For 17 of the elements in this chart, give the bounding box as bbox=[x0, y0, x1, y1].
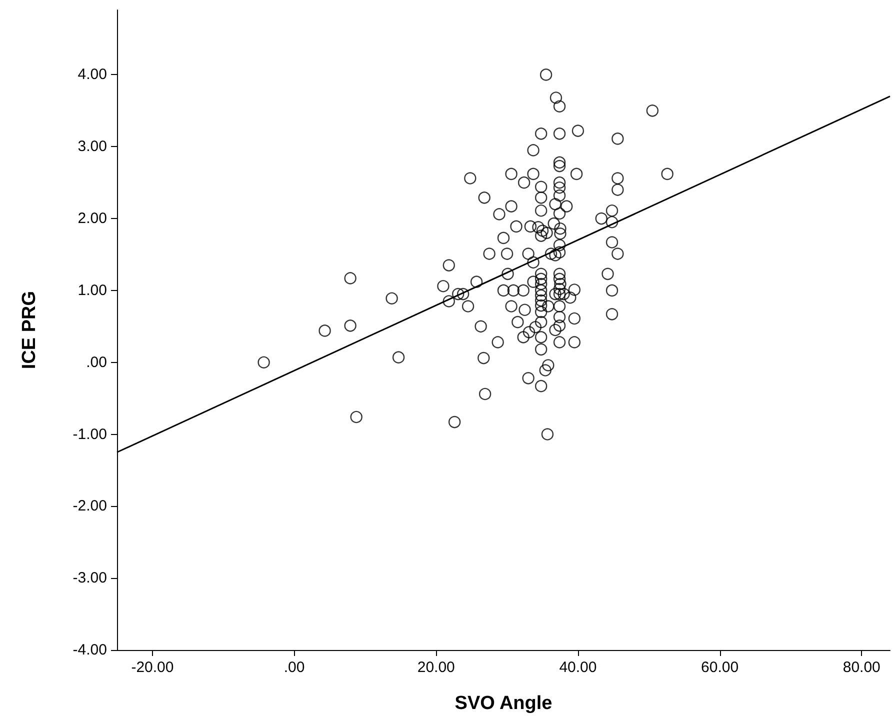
y-tick-label: 4.00 bbox=[78, 66, 107, 84]
x-tick-label: 60.00 bbox=[701, 659, 739, 676]
y-tick-label: 1.00 bbox=[78, 282, 107, 299]
x-tick-label: 80.00 bbox=[842, 659, 880, 676]
y-tick-label: -1.00 bbox=[72, 426, 107, 443]
x-tick-label: 40.00 bbox=[559, 659, 597, 676]
y-tick-label: .00 bbox=[86, 354, 107, 371]
y-tick-label: 3.00 bbox=[78, 138, 107, 156]
x-tick-label: 20.00 bbox=[417, 659, 455, 676]
x-axis-title: SVO Angle bbox=[454, 693, 552, 714]
y-tick-label: -3.00 bbox=[72, 570, 107, 587]
y-tick-label: -4.00 bbox=[72, 642, 107, 658]
x-tick-label: -20.00 bbox=[131, 659, 174, 676]
y-tick-label: -2.00 bbox=[72, 498, 107, 515]
y-tick-label: 2.00 bbox=[78, 210, 107, 228]
y-axis-title: ICE PRG bbox=[19, 290, 40, 370]
x-tick-label: .00 bbox=[284, 659, 305, 676]
